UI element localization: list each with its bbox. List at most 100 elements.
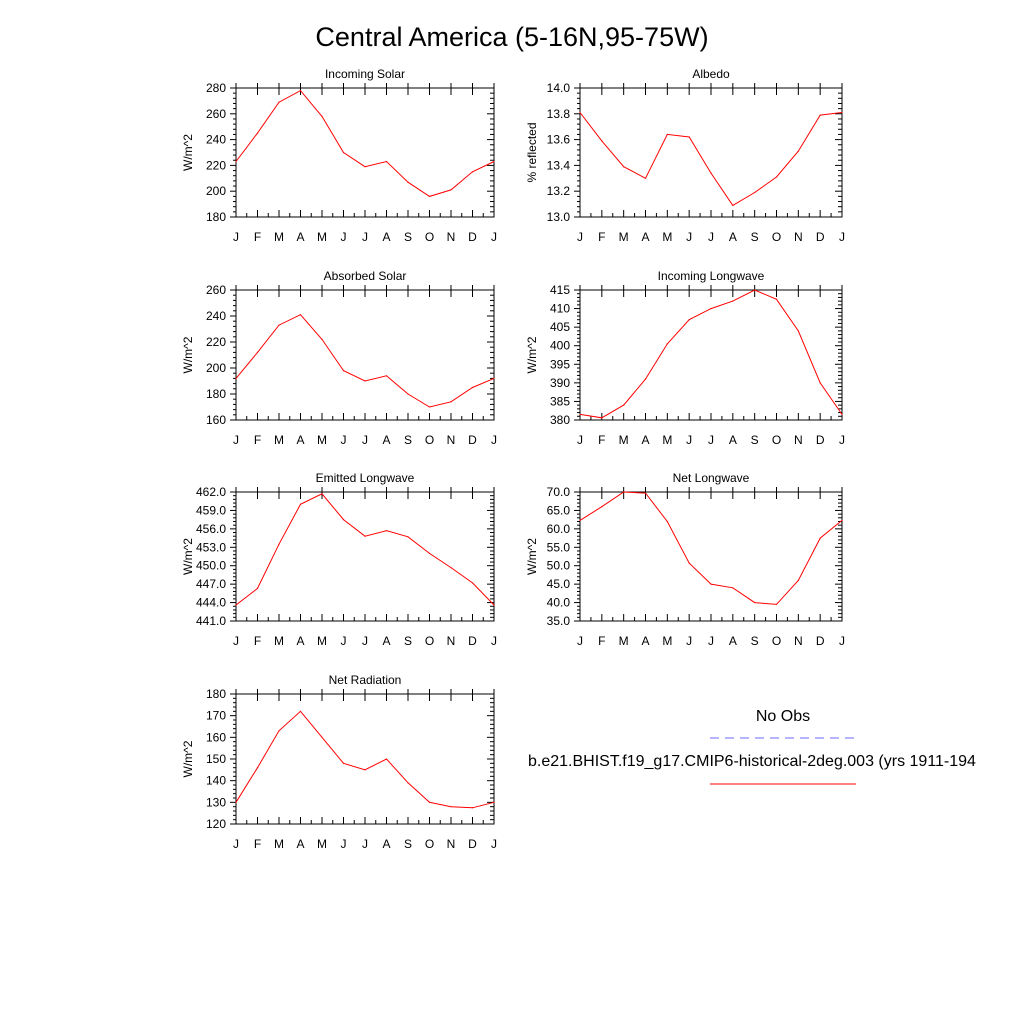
x-tick-label: O — [772, 634, 781, 648]
y-tick-label: 160 — [206, 730, 226, 744]
y-tick-label: 13.0 — [547, 210, 571, 224]
data-point — [235, 801, 237, 803]
x-tick-label: J — [839, 230, 845, 244]
y-tick-label: 170 — [206, 709, 226, 723]
data-point — [579, 519, 581, 521]
x-tick-label: S — [404, 230, 412, 244]
x-tick-label: J — [233, 433, 239, 447]
data-point — [775, 176, 778, 178]
x-tick-label: S — [404, 433, 412, 447]
y-tick-label: 35.0 — [547, 614, 571, 628]
plot-frame — [579, 289, 843, 421]
plot-frame — [579, 491, 843, 622]
data-point — [342, 519, 345, 521]
data-point — [710, 583, 712, 585]
data-point — [775, 298, 778, 300]
x-tick-label: J — [341, 837, 347, 851]
plot-frame — [235, 693, 495, 825]
page-title: Central America (5-16N,95-75W) — [315, 22, 708, 52]
x-tick-label: M — [662, 433, 672, 447]
x-tick-label: A — [382, 230, 390, 244]
data-point — [841, 111, 843, 114]
data-point — [235, 377, 237, 379]
x-tick-label: J — [839, 433, 845, 447]
y-tick-label: 444.0 — [196, 596, 226, 610]
data-point — [493, 377, 495, 379]
x-tick-label: M — [274, 837, 284, 851]
data-point — [321, 736, 323, 738]
x-tick-label: J — [686, 230, 692, 244]
data-point — [623, 166, 625, 168]
x-tick-label: M — [619, 433, 629, 447]
series-line — [235, 314, 495, 408]
data-point — [732, 300, 734, 302]
data-point — [407, 536, 409, 538]
y-tick-label: 453.0 — [196, 540, 226, 554]
data-point — [841, 519, 843, 521]
x-tick-label: M — [317, 230, 327, 244]
x-tick-label: M — [619, 634, 629, 648]
panel-title: Absorbed Solar — [324, 269, 407, 283]
data-point — [299, 89, 302, 92]
x-tick-label: J — [708, 230, 714, 244]
data-point — [732, 204, 734, 206]
y-tick-label: 180 — [206, 387, 226, 401]
panel-title: Net Longwave — [673, 471, 750, 485]
y-tick-label: 45.0 — [547, 577, 571, 591]
x-tick-label: M — [274, 634, 284, 648]
x-tick-label: F — [254, 634, 261, 648]
y-tick-label: 14.0 — [547, 81, 571, 95]
data-point — [666, 133, 668, 136]
data-point — [841, 413, 843, 416]
x-tick-label: D — [468, 433, 477, 447]
y-tick-label: 459.0 — [196, 503, 226, 517]
data-point — [342, 151, 345, 154]
y-tick-label: 120 — [206, 817, 226, 831]
y-tick-label: 260 — [206, 283, 226, 297]
x-tick-label: O — [425, 230, 434, 244]
x-tick-label: J — [233, 837, 239, 851]
y-tick-label: 65.0 — [547, 503, 571, 517]
data-point — [754, 289, 756, 291]
data-point — [407, 181, 409, 183]
data-point — [256, 351, 259, 353]
x-tick-label: M — [274, 433, 284, 447]
data-point — [601, 140, 603, 142]
data-point — [256, 132, 259, 134]
y-tick-label: 70.0 — [547, 485, 571, 499]
y-tick-label: 13.4 — [547, 158, 571, 172]
x-tick-label: A — [382, 634, 390, 648]
data-point — [278, 730, 280, 732]
data-point — [754, 191, 756, 194]
x-tick-label: N — [447, 634, 456, 648]
y-axis-label: % reflected — [525, 122, 539, 182]
y-tick-label: 180 — [206, 687, 226, 701]
y-tick-label: 220 — [206, 335, 226, 349]
data-point — [623, 404, 625, 406]
y-axis-label: W/m^2 — [525, 538, 539, 575]
data-point — [819, 382, 821, 384]
panel-title: Incoming Longwave — [658, 269, 765, 283]
data-point — [364, 769, 366, 771]
x-tick-label: J — [708, 634, 714, 648]
x-tick-label: J — [341, 230, 347, 244]
data-point — [235, 160, 237, 163]
y-tick-label: 441.0 — [196, 614, 226, 628]
x-tick-label: J — [491, 837, 497, 851]
x-tick-label: M — [274, 230, 284, 244]
data-point — [385, 160, 388, 163]
y-tick-label: 140 — [206, 774, 226, 788]
data-point — [732, 587, 734, 589]
x-tick-label: A — [641, 634, 649, 648]
x-tick-label: J — [708, 433, 714, 447]
y-tick-label: 447.0 — [196, 577, 226, 591]
y-tick-label: 280 — [206, 81, 226, 95]
x-tick-label: F — [598, 433, 605, 447]
x-tick-label: N — [794, 634, 803, 648]
y-axis-label: W/m^2 — [181, 134, 195, 171]
data-point — [471, 807, 474, 809]
data-point — [471, 582, 474, 584]
